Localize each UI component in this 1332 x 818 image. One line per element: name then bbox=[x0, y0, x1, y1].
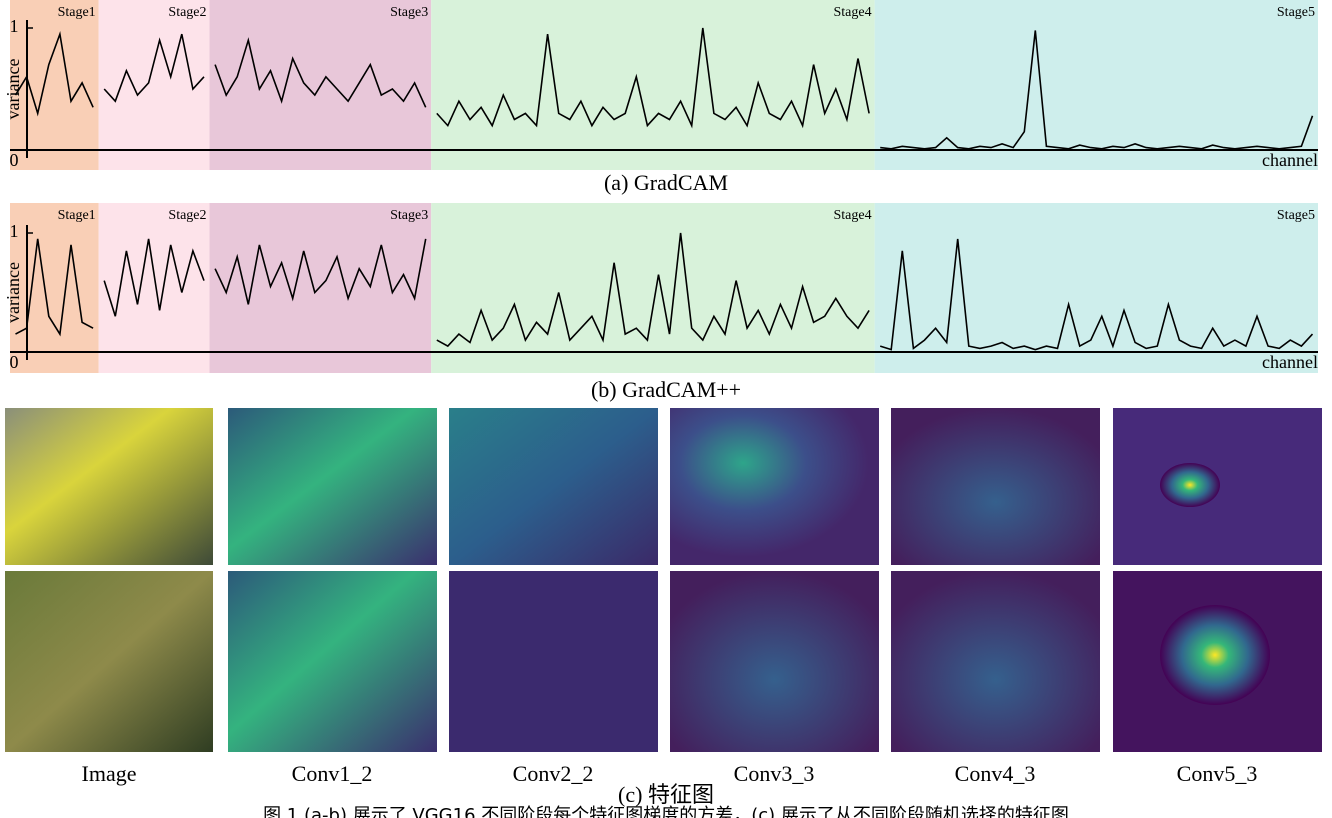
stage-label: Stage5 bbox=[1277, 5, 1315, 20]
feature-map bbox=[228, 408, 437, 565]
variance-line bbox=[214, 238, 427, 305]
stage-label: Stage3 bbox=[390, 5, 428, 20]
stage-region bbox=[209, 203, 432, 373]
stage-region bbox=[98, 0, 210, 170]
stage-label: Stage4 bbox=[834, 208, 872, 223]
stage-region bbox=[10, 203, 99, 373]
column-label: Image bbox=[82, 761, 137, 786]
stage-label: Stage2 bbox=[168, 5, 206, 20]
stage-region bbox=[874, 203, 1318, 373]
activation bbox=[1160, 605, 1270, 705]
chart-caption: (a) GradCAM bbox=[604, 170, 728, 195]
variance-line bbox=[103, 238, 205, 317]
x-axis-label: channel bbox=[1262, 150, 1318, 170]
image bbox=[5, 571, 213, 752]
y-tick-label: 1 bbox=[10, 221, 19, 241]
variance-line bbox=[880, 30, 1314, 150]
chart-caption: (b) GradCAM++ bbox=[591, 377, 741, 402]
column-label: Conv2_2 bbox=[513, 761, 594, 786]
column-label: Conv3_3 bbox=[734, 761, 815, 786]
variance-line bbox=[103, 33, 205, 103]
variance-line bbox=[214, 37, 427, 108]
stage-region bbox=[431, 0, 875, 170]
stage-label: Stage4 bbox=[834, 5, 872, 20]
feature-map bbox=[670, 408, 879, 565]
stage-region bbox=[431, 203, 875, 373]
activation bbox=[1160, 463, 1220, 507]
variance-line bbox=[14, 30, 94, 117]
stage-label: Stage1 bbox=[58, 208, 96, 223]
image bbox=[5, 408, 213, 565]
figure-caption: (c) 特征图 bbox=[618, 782, 714, 807]
stage-label: Stage5 bbox=[1277, 208, 1315, 223]
stage-label: Stage3 bbox=[390, 208, 428, 223]
stage-region bbox=[874, 0, 1318, 170]
stage-label: Stage1 bbox=[58, 5, 96, 20]
feature-map bbox=[670, 571, 879, 752]
feature-maps bbox=[5, 408, 1322, 752]
column-label: Conv5_3 bbox=[1177, 761, 1258, 786]
variance-line bbox=[879, 238, 1314, 351]
chart: Stage1 Stage2 Stage3 Stage4 Stage5 0 1 variance… bbox=[3, 0, 1318, 195]
y-tick-label: 0 bbox=[10, 150, 19, 170]
y-tick-label: 1 bbox=[10, 16, 19, 36]
stage-region bbox=[10, 0, 99, 170]
variance-line bbox=[436, 27, 870, 129]
column-label: Conv4_3 bbox=[955, 761, 1036, 786]
y-tick-label: 0 bbox=[10, 352, 19, 372]
variance-line bbox=[15, 238, 94, 337]
feature-map bbox=[449, 571, 658, 752]
y-axis-label: variance bbox=[3, 59, 23, 120]
stage-label: Stage2 bbox=[168, 208, 206, 223]
column-label: Conv1_2 bbox=[292, 761, 373, 786]
variance-line bbox=[436, 232, 870, 348]
feature-map bbox=[891, 571, 1100, 752]
chart: Stage1 Stage2 Stage3 Stage4 Stage5 0 1 variance… bbox=[3, 203, 1318, 402]
stage-region bbox=[98, 203, 210, 373]
x-axis-label: channel bbox=[1262, 352, 1318, 372]
feature-map bbox=[228, 571, 437, 752]
caption: 图 1 (a-b) 展示了 VGG16 不同阶段每个特征图梯度的方差，(c) 展… bbox=[263, 805, 1069, 818]
feature-map bbox=[891, 408, 1100, 565]
y-axis-label: variance bbox=[3, 262, 23, 323]
feature-map bbox=[449, 408, 658, 565]
